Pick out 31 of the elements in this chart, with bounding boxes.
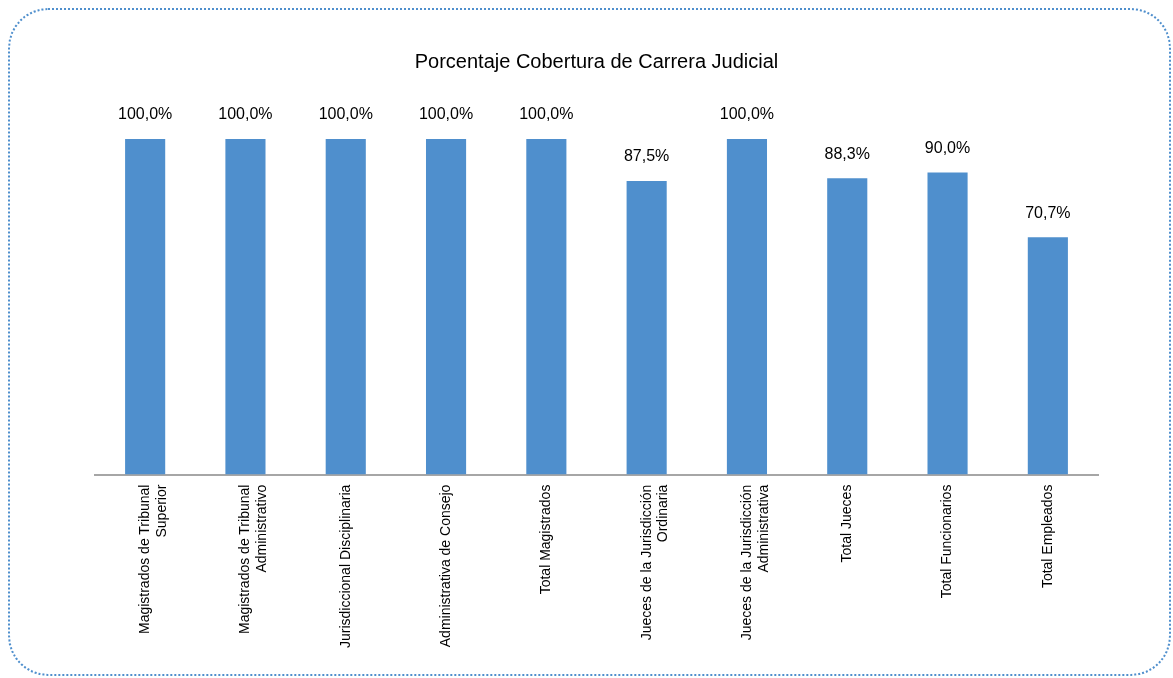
x-tick-label: Total Magistrados	[537, 484, 554, 595]
x-tick-label: Total Jueces	[838, 484, 855, 563]
bar	[927, 172, 968, 475]
x-tick-label: Total Funcionarios	[938, 484, 955, 599]
data-label: 100,0%	[719, 105, 775, 123]
data-label: 70,7%	[1025, 203, 1071, 221]
bar	[225, 139, 266, 475]
data-label: 100,0%	[418, 105, 474, 123]
data-label: 100,0%	[318, 105, 373, 123]
x-tick-label: Administrativa de Consejo	[436, 484, 453, 648]
data-label: 90,0%	[924, 138, 971, 156]
data-label: 87,5%	[623, 147, 670, 165]
x-tick-label: Jueces de la Jurisdicción Ordinaria	[637, 484, 671, 641]
data-label: 100,0%	[519, 105, 574, 123]
data-label: 88,3%	[824, 144, 870, 162]
x-tick-label: Jueces de la Jurisdicción Administrativa	[737, 484, 771, 641]
x-tick-label: Magistrados de Tribunal Superior	[136, 484, 169, 635]
bar	[726, 139, 768, 475]
bar	[526, 139, 567, 475]
x-tick-label: Magistrados de Tribunal Administrativo	[236, 484, 270, 635]
x-tick-label: Total Empleados	[1038, 484, 1055, 589]
bar	[626, 180, 667, 475]
bar	[125, 139, 166, 475]
bar	[425, 139, 467, 475]
chart-title: Porcentaje Cobertura de Carrera Judicial	[414, 49, 779, 72]
bar	[325, 139, 366, 475]
data-label: 100,0%	[218, 105, 273, 123]
bar	[827, 178, 868, 475]
x-tick-label: Jurisdiccional Disciplinaria	[336, 484, 353, 649]
bar	[1027, 237, 1068, 475]
data-label: 100,0%	[118, 105, 173, 123]
